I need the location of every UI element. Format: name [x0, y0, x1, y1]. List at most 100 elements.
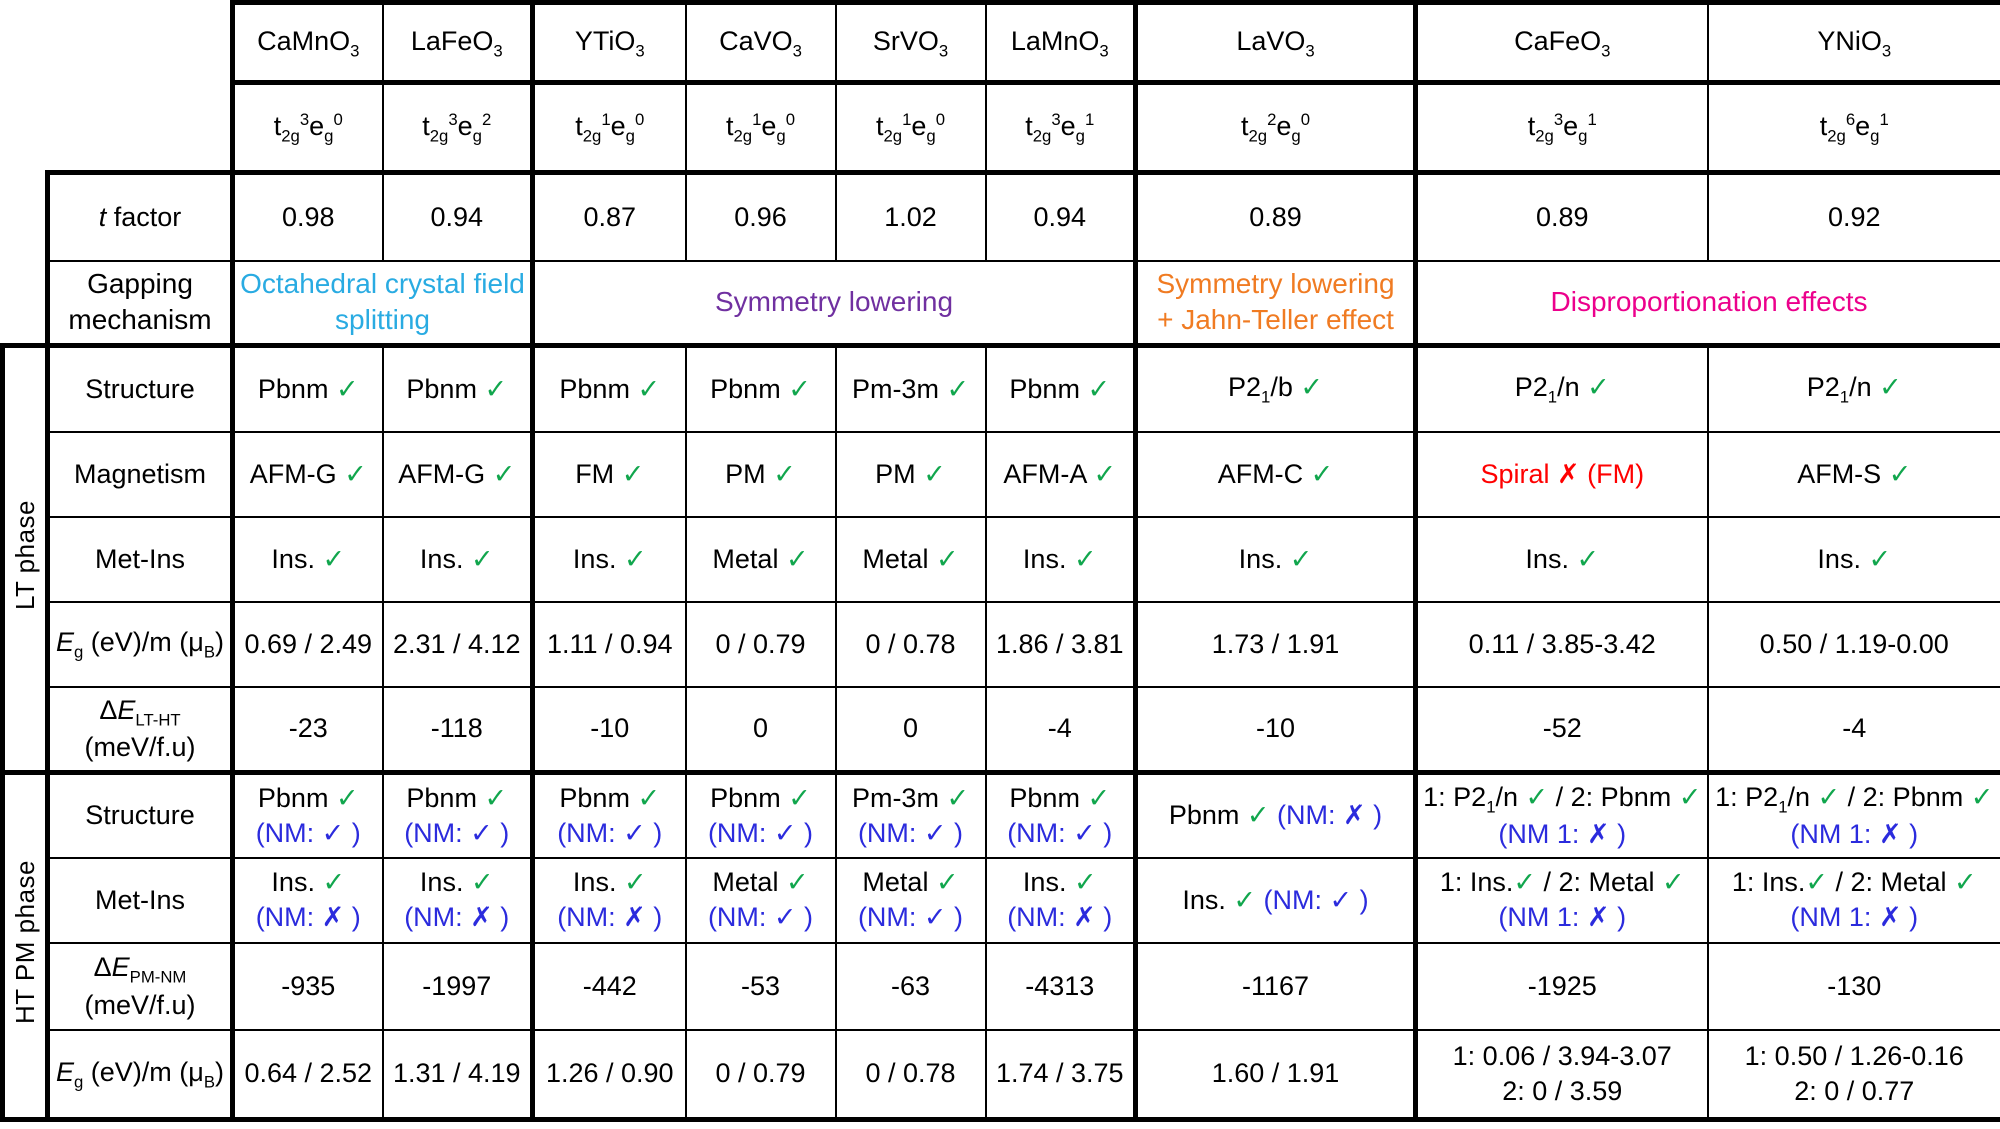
check-icon: ✓ — [621, 458, 645, 489]
text-run: AFM-G — [398, 458, 493, 489]
text-run: 2g — [883, 125, 903, 145]
text-run: 1.73 / 1.91 — [1211, 628, 1340, 659]
cell-t-factor-lavo3: 0.89 — [1133, 170, 1417, 262]
row-group-label-text: HT PM phase — [10, 859, 40, 1024]
text-run: e — [610, 110, 626, 141]
cell-ht-met-ins-srvo3: Metal ✓ (NM: ✓ ) — [834, 856, 987, 944]
check-icon: ✓ — [785, 543, 809, 574]
check-icon: ✓ — [1868, 543, 1892, 574]
cell-material-names-ynio3: YNiO3 — [1706, 0, 2000, 84]
text-run: t — [575, 110, 583, 141]
text-run: YNiO — [1817, 25, 1882, 56]
text-run: (NM: — [857, 902, 924, 932]
text-run: /n — [1787, 781, 1818, 812]
cell-t-factor-lafeo3: 0.94 — [381, 170, 534, 262]
text-run: ) — [1095, 817, 1113, 848]
row-label-delta-e-pm-nm: ΔEPM-NM (meV/f.u) — [45, 941, 234, 1031]
text-run: 2g — [733, 125, 753, 145]
text-run: Pm-3m — [851, 783, 947, 814]
text-run: Metal — [862, 867, 936, 898]
check-icon: ✓ — [923, 902, 947, 932]
text-run: 0.89 — [1535, 201, 1589, 232]
cell-t-factor-srvo3: 1.02 — [834, 170, 987, 262]
text-run: factor — [106, 201, 182, 232]
text-run: 1.74 / 3.75 — [995, 1058, 1124, 1089]
text-run: -935 — [281, 970, 336, 1001]
text-run: 1 — [1486, 796, 1496, 816]
text-run: Pbnm — [559, 783, 638, 814]
text-run: Metal — [712, 543, 786, 574]
check-icon: ✓ — [637, 783, 661, 814]
text-run: 0.87 — [583, 201, 637, 232]
check-icon: ✓ — [1329, 884, 1353, 915]
cell-material-names-cafeo3: CaFeO3 — [1413, 0, 1709, 84]
text-run: t — [725, 110, 734, 141]
cell-lt-eg-m-cafeo3: 0.11 / 3.85-3.42 — [1413, 600, 1709, 688]
cross-icon: ✗ — [1073, 902, 1096, 932]
text-run: 1 — [902, 109, 912, 129]
text-run: ) — [1609, 902, 1627, 932]
text-run: 2g — [429, 125, 449, 145]
text-run: t — [1240, 110, 1249, 141]
cell-lt-structure-ytio3: Pbnm ✓ — [530, 343, 687, 433]
text-run: LaFeO — [410, 25, 494, 56]
text-run: -10 — [590, 713, 630, 744]
text-run: ) — [1901, 902, 1919, 932]
cell-t-factor-cavo3: 0.96 — [684, 170, 837, 262]
text-run: 2g — [582, 125, 602, 145]
text-run: 1.11 / 0.94 — [546, 628, 673, 659]
text-run: 6 — [1845, 109, 1856, 129]
text-run: Ins. — [1817, 543, 1869, 574]
text-run: t — [422, 110, 430, 141]
text-run: 1.31 / 4.19 — [392, 1058, 521, 1089]
text-run: 2 — [481, 109, 492, 129]
text-run: 0 / 0.79 — [715, 1058, 806, 1089]
check-icon: ✓ — [470, 867, 494, 898]
cell-delta-e-lt-ht-ynio3: -4 — [1706, 685, 2000, 774]
text-run: (NM 1: — [1790, 902, 1879, 932]
cell-delta-e-lt-ht-lafeo3: -118 — [381, 685, 534, 774]
check-icon: ✓ — [484, 783, 508, 814]
empty-strip-gap — [3, 173, 48, 346]
cell-lt-met-ins-lavo3: Ins. ✓ — [1133, 515, 1417, 603]
text-run: Met-Ins — [94, 543, 186, 574]
text-run: 1.86 / 3.81 — [995, 628, 1124, 659]
text-run: PM-NM — [129, 967, 187, 987]
text-run: AFM-C — [1217, 458, 1311, 489]
cell-electron-configs-lavo3: t2g2eg0 — [1133, 80, 1417, 174]
cross-icon: ✗ — [623, 902, 646, 932]
text-run: 3 — [448, 109, 458, 129]
text-run: Pbnm — [1009, 783, 1088, 814]
text-run: Pbnm — [406, 373, 485, 404]
cell-t-factor-camno3: 0.98 — [230, 170, 384, 262]
text-run: ) — [1901, 819, 1919, 850]
check-icon: ✓ — [1310, 458, 1334, 489]
check-icon: ✓ — [1576, 543, 1600, 574]
cell-lt-structure-camno3: Pbnm ✓ — [230, 343, 384, 433]
text-run: (eV)/m (μ — [83, 627, 204, 658]
text-run: e — [1855, 110, 1871, 141]
text-run: ) — [215, 1056, 225, 1087]
text-run: 2: 0 / 0.77 — [1794, 1075, 1915, 1106]
check-icon: ✓ — [788, 373, 811, 404]
cell-ht-structure-lamno3: Pbnm ✓ (NM: ✓ ) — [984, 770, 1137, 859]
text-run: CaMnO — [257, 25, 351, 56]
text-run: 1.26 / 0.90 — [545, 1058, 674, 1089]
text-run: Pbnm — [1168, 800, 1247, 831]
text-run: 0.11 / 3.85-3.42 — [1468, 628, 1656, 659]
row-ht-eg-m: Eg (eV)/m (μB) 0.64 / 2.52 1.31 / 4.19 1.26… — [3, 1028, 2000, 1122]
text-run: PM — [875, 458, 924, 489]
cell-delta-e-pm-nm-ytio3: -442 — [530, 941, 687, 1031]
text-run: 0.50 / 1.19-0.00 — [1759, 628, 1949, 659]
check-icon: ✓ — [1817, 781, 1841, 812]
text-run: e — [309, 110, 325, 141]
cell-material-names-lafeo3: LaFeO3 — [381, 0, 534, 84]
text-run: Ins. — [1525, 543, 1577, 574]
text-run: 1: P2 — [1715, 781, 1779, 812]
row-lt-eg-m: Eg (eV)/m (μB) 0.69 / 2.49 2.31 / 4.12 1.11… — [3, 600, 2000, 688]
cell-ht-met-ins-lamno3: Ins. ✓ (NM: ✗ ) — [984, 856, 1137, 944]
text-run: g — [1075, 125, 1085, 145]
empty-corner — [3, 3, 233, 173]
cell-ht-eg-m-cafeo3: 1: 0.06 / 3.94-3.07 2: 0 / 3.59 — [1413, 1028, 1709, 1122]
check-icon: ✓ — [1513, 867, 1536, 898]
